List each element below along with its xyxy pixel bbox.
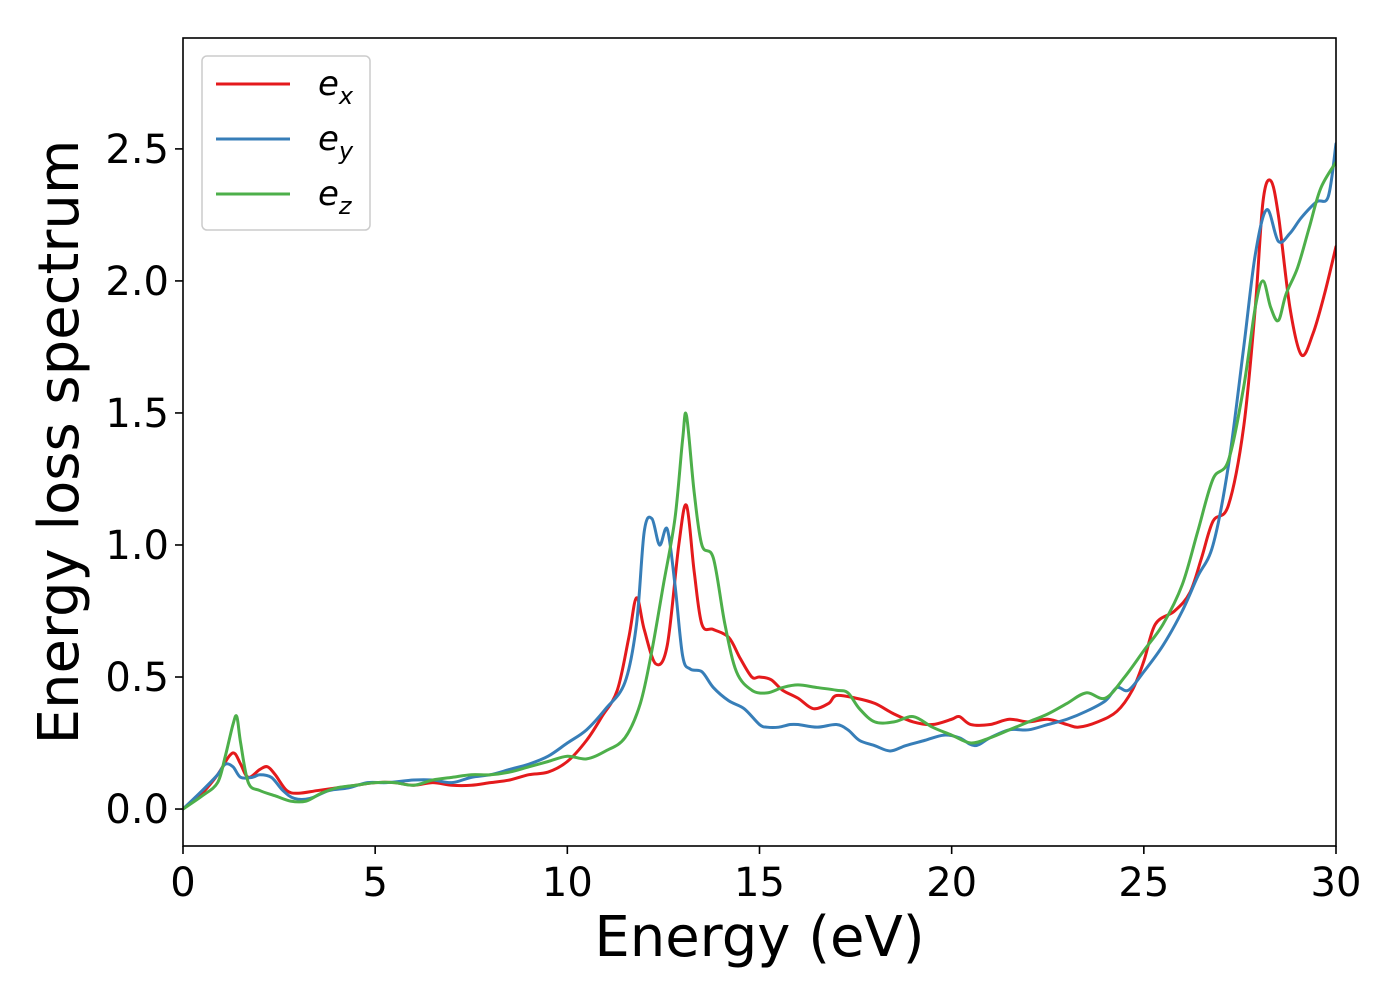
legend-box xyxy=(201,55,371,231)
x-tick-label: 10 xyxy=(542,860,593,906)
legend-label-z: ez xyxy=(318,174,353,220)
axis-ticks: 0 5 10 15 20 25 30 0.0 0.5 1.0 1.5 2.0 2.5 xyxy=(105,127,1361,906)
y-tick-label: 0.0 xyxy=(105,787,169,833)
legend-label-x: ex xyxy=(318,64,354,110)
x-tick-label: 5 xyxy=(362,860,387,906)
y-tick-label: 1.0 xyxy=(105,523,169,569)
x-tick-label: 20 xyxy=(926,860,977,906)
x-tick-label: 25 xyxy=(1118,860,1169,906)
y-axis-title: Energy loss spectrum xyxy=(27,140,92,745)
plot-area xyxy=(183,142,1336,811)
legend: ex ey ez xyxy=(201,55,371,231)
y-tick-label: 0.5 xyxy=(105,655,169,701)
y-tick-label: 2.5 xyxy=(105,127,169,173)
x-tick-label: 30 xyxy=(1311,860,1362,906)
x-axis-title: Energy (eV) xyxy=(594,905,924,970)
legend-label-y: ey xyxy=(318,119,354,165)
y-tick-label: 2.0 xyxy=(105,259,169,305)
y-tick-label: 1.5 xyxy=(105,391,169,437)
series-line-z xyxy=(183,160,1336,811)
x-tick-label: 0 xyxy=(170,860,195,906)
x-tick-label: 15 xyxy=(734,860,785,906)
